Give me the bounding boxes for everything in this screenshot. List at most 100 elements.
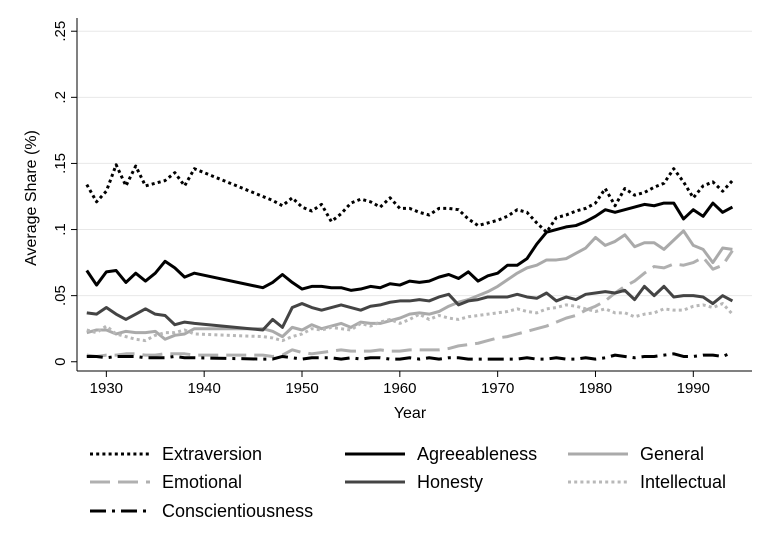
data-point-agreeableness [712,203,713,204]
legend-label: Intellectual [640,472,726,492]
data-point-conscientiousness [673,353,674,354]
data-point-emotional [419,349,420,350]
data-point-honesty [390,302,391,303]
data-point-general [360,322,361,323]
data-point-conscientiousness [663,355,664,356]
data-point-emotional [311,353,312,354]
data-point-conscientiousness [722,356,723,357]
data-point-extraversion [262,196,263,197]
data-point-agreeableness [360,289,361,290]
data-point-honesty [116,314,117,315]
data-point-general [654,242,655,243]
data-point-agreeableness [262,287,263,288]
data-point-conscientiousness [165,357,166,358]
data-point-agreeableness [458,278,459,279]
data-point-emotional [634,281,635,282]
data-point-honesty [380,304,381,305]
data-point-honesty [341,304,342,305]
data-point-conscientiousness [595,359,596,360]
data-point-general [125,331,126,332]
data-point-emotional [145,355,146,356]
data-point-general [693,245,694,246]
data-point-honesty [712,303,713,304]
data-point-intellectual [86,330,87,331]
data-point-honesty [654,295,655,296]
legend-item-agreeableness: Agreeableness [345,444,537,464]
data-point-conscientiousness [712,355,713,356]
data-point-conscientiousness [487,359,488,360]
data-point-conscientiousness [399,359,400,360]
data-point-extraversion [458,209,459,210]
data-point-agreeableness [302,289,303,290]
data-point-intellectual [311,328,312,329]
data-point-agreeableness [174,267,175,268]
series-honesty [86,284,734,332]
data-point-intellectual [145,340,146,341]
data-point-intellectual [683,310,684,311]
y-axis-label: Average Share (%) [23,130,40,266]
data-point-emotional [663,267,664,268]
data-point-conscientiousness [585,357,586,358]
data-point-intellectual [106,326,107,327]
data-point-conscientiousness [184,357,185,358]
data-point-intellectual [174,332,175,333]
data-point-extraversion [468,218,469,219]
data-point-agreeableness [380,287,381,288]
data-point-agreeableness [585,221,586,222]
data-point-intellectual [409,319,410,320]
data-point-intellectual [399,323,400,324]
data-point-general [478,295,479,296]
data-point-conscientiousness [311,357,312,358]
data-point-emotional [194,355,195,356]
data-point-conscientiousness [419,359,420,360]
series-conscientiousness [86,351,733,361]
data-point-conscientiousness [566,359,567,360]
data-point-general [536,265,537,266]
data-point-intellectual [507,311,508,312]
data-point-agreeableness [615,212,616,213]
series-line-emotional [86,249,734,358]
data-point-agreeableness [370,286,371,287]
x-tick-label: 1970 [481,380,514,397]
data-point-intellectual [135,339,136,340]
data-point-general [722,248,723,249]
data-point-emotional [390,351,391,352]
data-point-agreeableness [86,270,87,271]
data-point-intellectual [165,332,166,333]
data-point-honesty [527,296,528,297]
data-point-emotional [360,351,361,352]
y-tick-label: .05 [52,285,69,306]
data-point-general [527,267,528,268]
data-point-general [409,314,410,315]
data-point-honesty [673,296,674,297]
data-point-agreeableness [556,229,557,230]
data-point-intellectual [517,308,518,309]
data-point-general [497,286,498,287]
data-point-general [673,240,674,241]
data-point-extraversion [165,180,166,181]
data-point-conscientiousness [438,359,439,360]
data-point-conscientiousness [448,357,449,358]
data-point-extraversion [409,208,410,209]
series-line-honesty [86,284,734,332]
data-point-extraversion [585,208,586,209]
data-point-agreeableness [595,216,596,217]
data-point-honesty [615,293,616,294]
data-point-conscientiousness [536,359,537,360]
data-point-conscientiousness [380,357,381,358]
data-point-emotional [135,353,136,354]
data-point-honesty [644,286,645,287]
data-point-general [282,336,283,337]
data-point-extraversion [438,208,439,209]
data-point-agreeableness [135,273,136,274]
data-point-intellectual [487,314,488,315]
data-point-extraversion [732,180,733,181]
data-point-agreeableness [145,281,146,282]
data-point-agreeableness [331,287,332,288]
data-point-general [644,242,645,243]
data-point-agreeableness [116,270,117,271]
data-point-general [350,327,351,328]
data-point-emotional [409,349,410,350]
data-point-extraversion [683,181,684,182]
series-line-general [86,229,733,341]
